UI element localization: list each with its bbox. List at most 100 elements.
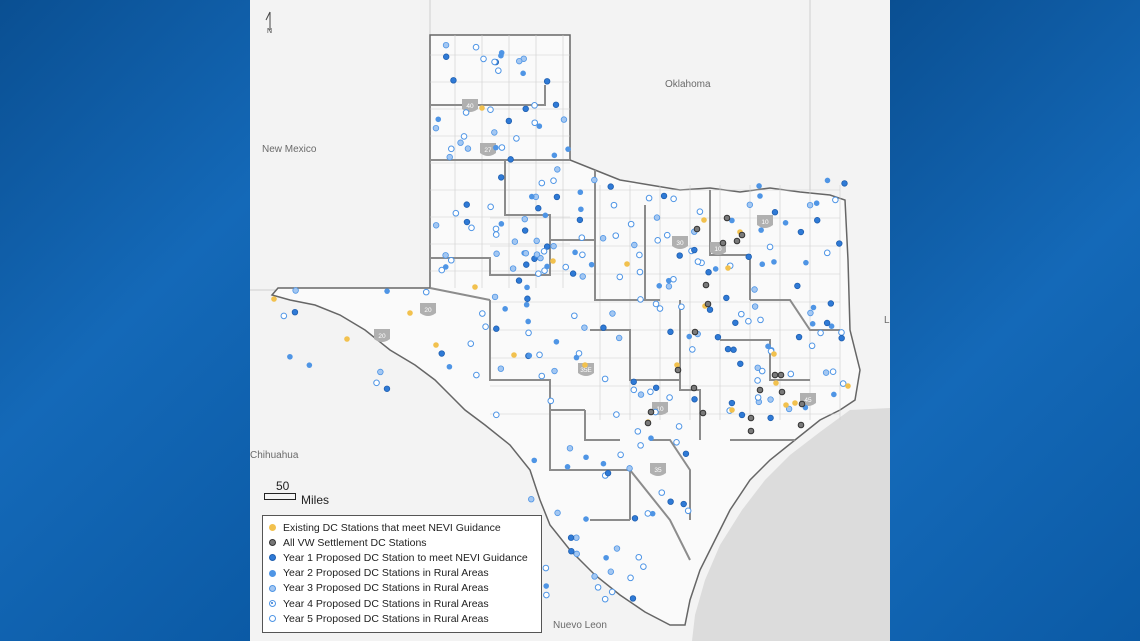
scale-unit: Miles <box>301 493 330 507</box>
station-marker-y2 <box>493 144 499 151</box>
station-marker-y4 <box>636 268 644 276</box>
station-marker-y3 <box>591 573 598 580</box>
station-marker-y4 <box>766 243 774 251</box>
station-marker-y2 <box>502 306 508 312</box>
station-marker-y3 <box>626 465 633 472</box>
station-marker-y2 <box>600 460 607 467</box>
station-marker-y3 <box>497 365 505 372</box>
scale-value: 50 <box>276 479 290 493</box>
station-marker-y5 <box>578 234 586 242</box>
station-marker-y2 <box>583 516 589 522</box>
station-marker-y3 <box>491 129 498 136</box>
station-marker-y3 <box>631 241 638 249</box>
highway-shield: 30 <box>672 236 688 249</box>
station-marker-y5 <box>808 342 816 350</box>
station-marker-y1 <box>507 156 514 163</box>
station-marker-y3 <box>442 252 449 259</box>
station-marker-y4 <box>663 231 671 239</box>
north-arrow-icon <box>265 11 271 30</box>
station-marker-y2 <box>782 220 789 226</box>
legend-label: Existing DC Stations that meet NEVI Guid… <box>283 521 501 534</box>
station-marker-y2 <box>564 464 571 470</box>
station-marker-y4 <box>487 106 494 113</box>
station-marker-y2 <box>588 261 595 268</box>
station-marker-y1 <box>553 193 561 201</box>
station-marker-y5 <box>480 55 487 63</box>
station-marker-y5 <box>787 370 795 378</box>
station-marker-y3 <box>579 273 586 280</box>
station-marker-vw <box>693 225 701 233</box>
station-marker-y4 <box>612 232 620 239</box>
station-marker-y4 <box>482 323 489 331</box>
station-marker-y5 <box>543 591 550 599</box>
station-marker-y1 <box>723 294 730 302</box>
station-marker-y2 <box>287 353 293 360</box>
station-marker-y2 <box>729 217 735 224</box>
station-marker-y4 <box>670 195 677 203</box>
station-marker-y1 <box>515 277 523 284</box>
station-marker-y1 <box>732 319 739 326</box>
highway-shield: 35 <box>650 463 666 476</box>
station-marker-existing <box>550 258 556 264</box>
station-marker-y5 <box>645 194 653 202</box>
year1-station-symbol <box>269 554 276 562</box>
station-marker-y4 <box>656 305 664 312</box>
district-boundaries <box>429 85 840 561</box>
station-marker-y1 <box>667 498 674 505</box>
year2-station-symbol <box>269 569 276 577</box>
station-marker-vw <box>647 408 655 416</box>
station-marker-y1 <box>522 105 529 113</box>
station-marker-vw <box>798 400 806 408</box>
station-marker-y1 <box>631 515 639 522</box>
legend-item-year2: Year 2 Proposed DC Stations in Rural Are… <box>269 566 535 581</box>
station-marker-y3 <box>807 309 814 317</box>
station-marker-y1 <box>521 227 529 234</box>
station-marker-y3 <box>550 242 557 250</box>
station-marker-y2 <box>756 183 762 189</box>
station-marker-y2 <box>810 304 817 311</box>
station-marker-y2 <box>686 333 693 340</box>
station-marker-existing <box>792 400 798 406</box>
station-marker-y4 <box>647 388 654 396</box>
station-marker-y3 <box>554 166 561 173</box>
station-marker-y5 <box>525 329 532 337</box>
station-marker-y3 <box>528 496 535 503</box>
station-marker-y2 <box>525 318 531 325</box>
station-marker-y4 <box>757 316 764 324</box>
station-marker-y1 <box>524 295 531 302</box>
station-marker-y2 <box>542 212 549 219</box>
station-marker-y5 <box>832 196 839 204</box>
station-marker-y1 <box>737 360 744 367</box>
station-marker-y1 <box>498 174 505 181</box>
station-marker-y5 <box>601 375 609 383</box>
legend-item-year4: Year 4 Proposed DC Stations in Rural Are… <box>269 596 535 611</box>
station-marker-y3 <box>377 368 384 376</box>
station-marker-existing <box>479 105 485 111</box>
station-marker-y3 <box>767 396 774 403</box>
station-marker-existing <box>511 352 517 358</box>
station-marker-y2 <box>765 343 771 350</box>
station-marker-y2 <box>526 352 533 359</box>
label-louisiana-partial: L <box>884 315 890 326</box>
station-marker-y3 <box>522 250 530 257</box>
station-marker-y5 <box>438 266 446 274</box>
station-marker-y3 <box>653 214 661 221</box>
station-marker-y5 <box>634 428 642 435</box>
svg-text:20: 20 <box>378 333 386 340</box>
station-marker-y5 <box>479 310 486 317</box>
station-marker-y2 <box>446 363 453 370</box>
highway-shield: 27 <box>480 143 496 156</box>
station-marker-y3 <box>785 405 793 413</box>
station-marker-y3 <box>491 293 499 301</box>
station-marker-y4 <box>630 386 638 394</box>
legend-label: Year 3 Proposed DC Stations in Rural Are… <box>283 582 489 595</box>
station-marker-existing <box>729 407 735 413</box>
legend-label: Year 5 Proposed DC Stations in Rural Are… <box>283 612 489 625</box>
highway-shield: 20 <box>420 303 436 316</box>
station-marker-y1 <box>794 282 801 290</box>
station-marker-y3 <box>493 250 500 257</box>
station-marker-existing <box>701 217 707 223</box>
station-marker-y5 <box>608 588 616 596</box>
station-marker-existing <box>773 380 779 386</box>
station-marker-y2 <box>524 284 530 291</box>
